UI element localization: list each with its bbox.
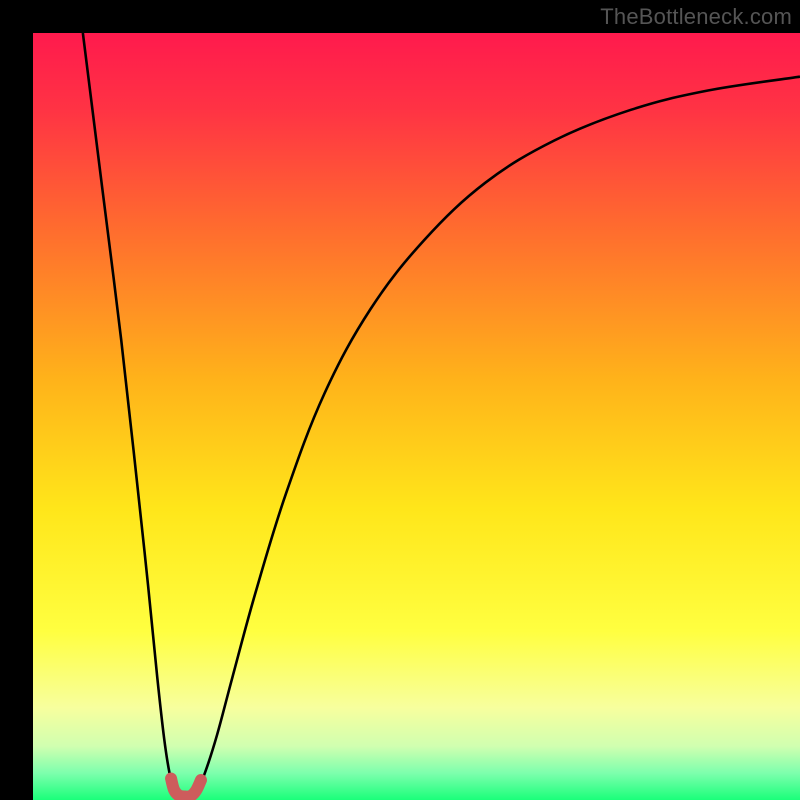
plot-svg bbox=[0, 0, 800, 800]
bottleneck-curve bbox=[83, 33, 800, 797]
bottleneck-minimum-marker bbox=[171, 779, 201, 797]
chart-container: TheBottleneck.com bbox=[0, 0, 800, 800]
